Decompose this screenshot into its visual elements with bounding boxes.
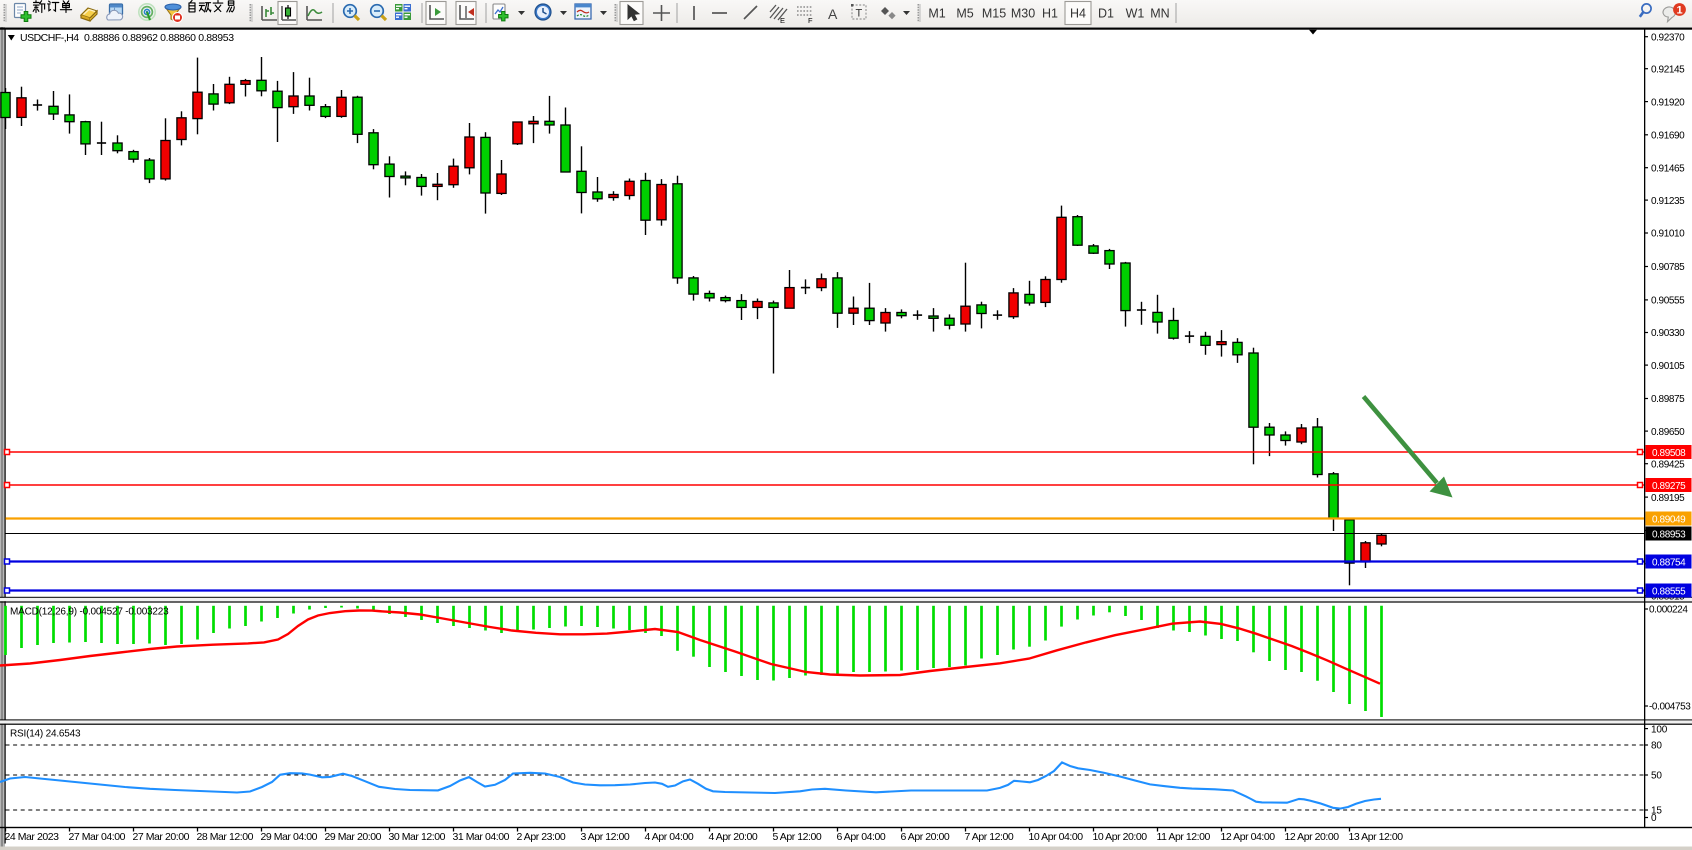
svg-text:0.89275: 0.89275 xyxy=(1652,481,1686,492)
svg-text:100: 100 xyxy=(1651,724,1668,735)
svg-text:-0.004753: -0.004753 xyxy=(1649,702,1691,713)
svg-text:27 Mar 20:00: 27 Mar 20:00 xyxy=(133,831,190,843)
svg-text:M5: M5 xyxy=(956,7,973,21)
svg-text:3 Apr 12:00: 3 Apr 12:00 xyxy=(581,831,630,843)
svg-text:27 Mar 04:00: 27 Mar 04:00 xyxy=(69,831,126,843)
svg-text:0.88886 0.88962 0.88860 0.8895: 0.88886 0.88962 0.88860 0.88953 xyxy=(84,32,234,44)
svg-text:0.89425: 0.89425 xyxy=(1651,459,1685,470)
svg-text:24 Mar 2023: 24 Mar 2023 xyxy=(5,831,60,843)
svg-text:D1: D1 xyxy=(1098,7,1114,21)
svg-text:0.89195: 0.89195 xyxy=(1651,493,1685,504)
svg-text:15: 15 xyxy=(1651,806,1662,817)
svg-text:M30: M30 xyxy=(1011,7,1035,21)
svg-text:4 Apr 04:00: 4 Apr 04:00 xyxy=(645,831,694,843)
svg-text:A: A xyxy=(828,6,838,22)
svg-text:2 Apr 23:00: 2 Apr 23:00 xyxy=(517,831,566,843)
svg-text:10 Apr 20:00: 10 Apr 20:00 xyxy=(1093,831,1148,843)
svg-text:0.91465: 0.91465 xyxy=(1651,163,1685,174)
svg-text:28 Mar 12:00: 28 Mar 12:00 xyxy=(197,831,254,843)
svg-text:10 Apr 04:00: 10 Apr 04:00 xyxy=(1029,831,1084,843)
svg-text:0.90105: 0.90105 xyxy=(1651,361,1685,372)
svg-text:29 Mar 04:00: 29 Mar 04:00 xyxy=(261,831,318,843)
svg-text:80: 80 xyxy=(1651,741,1662,752)
svg-text:M1: M1 xyxy=(928,7,945,21)
svg-text:F: F xyxy=(808,16,813,25)
svg-text:0.91010: 0.91010 xyxy=(1651,229,1685,240)
svg-text:1: 1 xyxy=(1676,5,1682,17)
svg-text:6 Apr 20:00: 6 Apr 20:00 xyxy=(901,831,950,843)
svg-text:0.88953: 0.88953 xyxy=(1652,530,1686,541)
svg-text:4 Apr 20:00: 4 Apr 20:00 xyxy=(709,831,758,843)
svg-text:M15: M15 xyxy=(982,7,1006,21)
svg-text:0.89049: 0.89049 xyxy=(1652,515,1686,526)
svg-text:W1: W1 xyxy=(1126,7,1145,21)
svg-text:0: 0 xyxy=(1651,813,1657,824)
svg-text:0.89508: 0.89508 xyxy=(1652,448,1686,459)
svg-text:0.89650: 0.89650 xyxy=(1651,427,1685,438)
svg-text:12 Apr 04:00: 12 Apr 04:00 xyxy=(1221,831,1276,843)
svg-text:USDCHF-,H4: USDCHF-,H4 xyxy=(20,32,79,44)
svg-text:0.89875: 0.89875 xyxy=(1651,394,1685,405)
svg-text:T: T xyxy=(856,8,863,20)
svg-text:0.91690: 0.91690 xyxy=(1651,131,1685,142)
svg-text:0.92370: 0.92370 xyxy=(1651,32,1685,43)
svg-text:0.90785: 0.90785 xyxy=(1651,262,1685,273)
svg-text:E: E xyxy=(780,16,785,25)
svg-text:13 Apr 12:00: 13 Apr 12:00 xyxy=(1349,831,1404,843)
svg-text:6 Apr 04:00: 6 Apr 04:00 xyxy=(837,831,886,843)
svg-text:11 Apr 12:00: 11 Apr 12:00 xyxy=(1157,831,1211,843)
svg-text:0.91235: 0.91235 xyxy=(1651,196,1685,207)
svg-text:0.90555: 0.90555 xyxy=(1651,296,1685,307)
svg-text:RSI(14) 24.6543: RSI(14) 24.6543 xyxy=(10,729,81,740)
svg-text:30 Mar 12:00: 30 Mar 12:00 xyxy=(389,831,446,843)
svg-text:0.92145: 0.92145 xyxy=(1651,64,1685,75)
svg-text:H4: H4 xyxy=(1070,7,1086,21)
svg-text:MN: MN xyxy=(1150,7,1169,21)
svg-text:H1: H1 xyxy=(1042,7,1058,21)
svg-text:MACD(12,26,9) -0.004527 -0.003: MACD(12,26,9) -0.004527 -0.003223 xyxy=(10,607,169,618)
svg-text:12 Apr 20:00: 12 Apr 20:00 xyxy=(1285,831,1340,843)
svg-text:5 Apr 12:00: 5 Apr 12:00 xyxy=(773,831,822,843)
svg-text:0.91920: 0.91920 xyxy=(1651,97,1685,108)
svg-text:0.88754: 0.88754 xyxy=(1652,558,1686,569)
svg-text:50: 50 xyxy=(1651,771,1662,782)
svg-text:31 Mar 04:00: 31 Mar 04:00 xyxy=(453,831,510,843)
svg-text:29 Mar 20:00: 29 Mar 20:00 xyxy=(325,831,382,843)
svg-text:0.90330: 0.90330 xyxy=(1651,328,1685,339)
svg-text:7 Apr 12:00: 7 Apr 12:00 xyxy=(965,831,1014,843)
svg-text:0.000224: 0.000224 xyxy=(1649,605,1688,616)
svg-text:0.88555: 0.88555 xyxy=(1652,587,1686,598)
